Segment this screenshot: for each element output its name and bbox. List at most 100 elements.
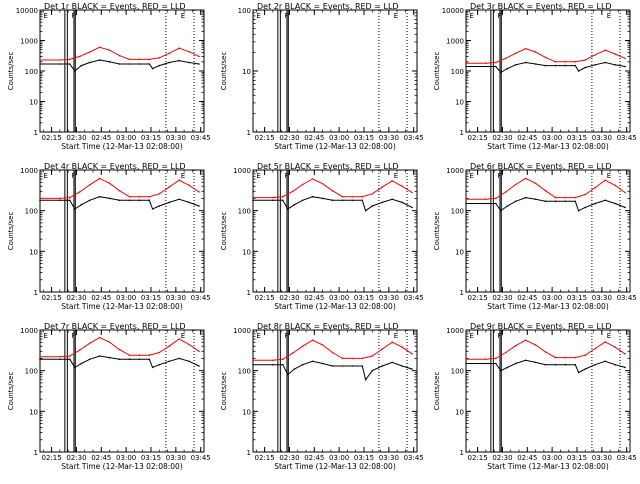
series-point-1 <box>74 208 76 210</box>
series-point-0 <box>252 196 254 199</box>
panel-title: Det 6r BLACK = Events, RED = LLD <box>470 162 612 171</box>
x-tick-label: 03:30 <box>166 294 186 302</box>
series-point-1 <box>98 355 101 357</box>
plot-frame <box>39 329 205 453</box>
y-tick-label: 10 <box>29 99 38 107</box>
series-point-1 <box>138 358 141 361</box>
x-axis-label: Start Time (12-Mar-13 02:08:00) <box>487 142 609 151</box>
series-point-1 <box>495 65 497 68</box>
series-point-1 <box>311 360 314 363</box>
x-axis-label: Start Time (12-Mar-13 02:08:00) <box>61 462 183 471</box>
series-point-0 <box>465 358 467 361</box>
series-point-1 <box>151 67 154 70</box>
series-point-0 <box>88 51 91 53</box>
series-point-1 <box>465 362 467 365</box>
series-point-1 <box>198 365 200 367</box>
series-point-0 <box>564 356 567 359</box>
series-point-0 <box>485 62 487 64</box>
series-point-0 <box>282 195 284 198</box>
panel-1: Det 1r BLACK = Events, RED = LLD Counts/s… <box>7 2 211 151</box>
series-point-0 <box>128 195 131 198</box>
series-point-0 <box>594 186 596 189</box>
x-tick-label: 02:30 <box>279 134 299 142</box>
panel-title: Det 3r BLACK = Events, RED = LLD <box>470 2 612 11</box>
series-line-1 <box>40 196 200 210</box>
x-tick-label: 02:15 <box>468 294 488 302</box>
series-line-1 <box>466 197 626 212</box>
x-tick-label: 02:45 <box>517 294 537 302</box>
series-point-0 <box>138 354 141 357</box>
interval-marker-label: F <box>497 172 501 180</box>
series-point-0 <box>178 47 180 49</box>
series-point-0 <box>272 196 274 199</box>
series-point-0 <box>584 193 587 196</box>
series-point-1 <box>381 201 384 204</box>
interval-marker-label: E <box>43 172 47 180</box>
series-point-1 <box>534 63 537 65</box>
y-tick-label: 10 <box>455 99 464 107</box>
x-tick-label: 02:45 <box>304 134 324 142</box>
series-point-1 <box>341 199 344 202</box>
series-point-0 <box>514 52 517 55</box>
x-tick-label: 03:45 <box>404 134 424 142</box>
series-point-1 <box>351 365 354 367</box>
interval-marker-label: E <box>394 332 398 340</box>
series-point-1 <box>74 70 76 72</box>
panel-2: Det 2r BLACK = Events, RED = LLD Counts/s… <box>220 2 424 151</box>
x-tick-label: 03:15 <box>567 454 587 462</box>
series-point-1 <box>98 59 101 61</box>
panel-title: Det 5r BLACK = Events, RED = LLD <box>257 162 399 171</box>
series-point-0 <box>614 53 616 55</box>
interval-marker-label: F <box>284 332 288 340</box>
x-axis-label: Start Time (12-Mar-13 02:08:00) <box>274 142 396 151</box>
series-point-0 <box>69 58 71 61</box>
series-point-1 <box>168 360 170 363</box>
series-point-0 <box>514 183 517 186</box>
series-point-0 <box>381 348 384 350</box>
x-tick-label: 03:00 <box>116 294 136 302</box>
y-tick-label: 100 <box>25 208 38 216</box>
series-point-1 <box>584 368 587 370</box>
series-point-1 <box>138 63 141 65</box>
x-tick-label: 02:30 <box>66 454 86 462</box>
x-tick-label: 03:15 <box>141 294 161 302</box>
series-point-1 <box>351 199 354 202</box>
series-point-1 <box>574 363 577 366</box>
series-point-1 <box>594 202 596 205</box>
series-point-1 <box>604 360 606 363</box>
series-point-0 <box>108 49 111 51</box>
series-point-0 <box>465 62 467 64</box>
x-tick-label: 02:15 <box>42 454 62 462</box>
x-tick-label: 02:15 <box>255 134 275 142</box>
series-line-1 <box>466 359 626 374</box>
panel-title: Det 9r BLACK = Events, RED = LLD <box>470 322 612 331</box>
series-point-0 <box>554 61 557 63</box>
y-tick-label: 1000 <box>233 167 251 175</box>
series-point-0 <box>301 345 304 348</box>
series-point-0 <box>381 186 384 188</box>
series-point-0 <box>188 343 190 346</box>
series-point-1 <box>564 363 567 366</box>
x-tick-label: 03:30 <box>379 294 399 302</box>
x-tick-label: 03:15 <box>567 134 587 142</box>
series-point-0 <box>98 177 101 180</box>
series-point-0 <box>128 354 131 357</box>
interval-marker-label: F <box>284 12 288 20</box>
y-tick-label: 10 <box>242 248 251 256</box>
x-tick-label: 02:30 <box>279 454 299 462</box>
interval-marker-label: E <box>469 12 473 20</box>
series-point-0 <box>39 197 41 200</box>
x-tick-label: 02:15 <box>468 454 488 462</box>
x-tick-label: 03:15 <box>141 134 161 142</box>
series-point-1 <box>148 199 151 202</box>
interval-marker-label: E <box>607 12 611 20</box>
x-axis-label: Start Time (12-Mar-13 02:08:00) <box>274 302 396 311</box>
y-tick-label: 1000 <box>446 167 464 175</box>
series-point-1 <box>544 64 547 67</box>
series-point-0 <box>79 191 81 193</box>
series-point-1 <box>371 369 374 372</box>
y-tick-label: 1 <box>34 129 38 137</box>
x-tick-label: 03:00 <box>542 294 562 302</box>
y-tick-label: 100 <box>238 368 251 376</box>
series-point-1 <box>331 365 334 367</box>
